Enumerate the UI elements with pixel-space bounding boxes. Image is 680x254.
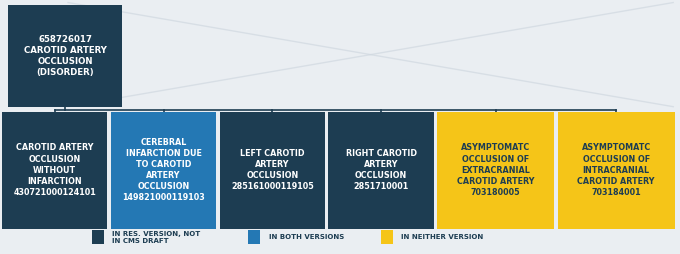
Bar: [2, 112, 107, 229]
Bar: [111, 112, 216, 229]
Bar: [437, 112, 554, 229]
Bar: [558, 112, 675, 229]
Bar: [220, 112, 325, 229]
Text: CEREBRAL
INFARCTION DUE
TO CAROTID
ARTERY
OCCLUSION
149821000119103: CEREBRAL INFARCTION DUE TO CAROTID ARTER…: [122, 138, 205, 202]
Text: ASYMPTOMATC
OCCLUSION OF
INTRACRANIAL
CAROTID ARTERY
703184001: ASYMPTOMATC OCCLUSION OF INTRACRANIAL CA…: [577, 144, 655, 197]
Text: IN BOTH VERSIONS: IN BOTH VERSIONS: [269, 234, 344, 240]
Text: RIGHT CAROTID
ARTERY
OCCLUSION
2851710001: RIGHT CAROTID ARTERY OCCLUSION 285171000…: [345, 149, 417, 191]
Bar: [381, 230, 393, 244]
Text: LEFT CAROTID
ARTERY
OCCLUSION
285161000119105: LEFT CAROTID ARTERY OCCLUSION 2851610001…: [231, 149, 313, 191]
Bar: [328, 112, 434, 229]
Bar: [92, 230, 104, 244]
Text: IN RES. VERSION, NOT
IN CMS DRAFT: IN RES. VERSION, NOT IN CMS DRAFT: [112, 231, 201, 244]
Text: IN NEITHER VERSION: IN NEITHER VERSION: [401, 234, 483, 240]
Bar: [8, 5, 122, 107]
Bar: [248, 230, 260, 244]
Text: 658726017
CAROTID ARTERY
OCCLUSION
(DISORDER): 658726017 CAROTID ARTERY OCCLUSION (DISO…: [24, 35, 107, 77]
Text: ASYMPTOMATC
OCCLUSION OF
EXTRACRANIAL
CAROTID ARTERY
703180005: ASYMPTOMATC OCCLUSION OF EXTRACRANIAL CA…: [457, 144, 534, 197]
Text: CAROTID ARTERY
OCCLUSION
WITHOUT
INFARCTION
430721000124101: CAROTID ARTERY OCCLUSION WITHOUT INFARCT…: [14, 144, 96, 197]
